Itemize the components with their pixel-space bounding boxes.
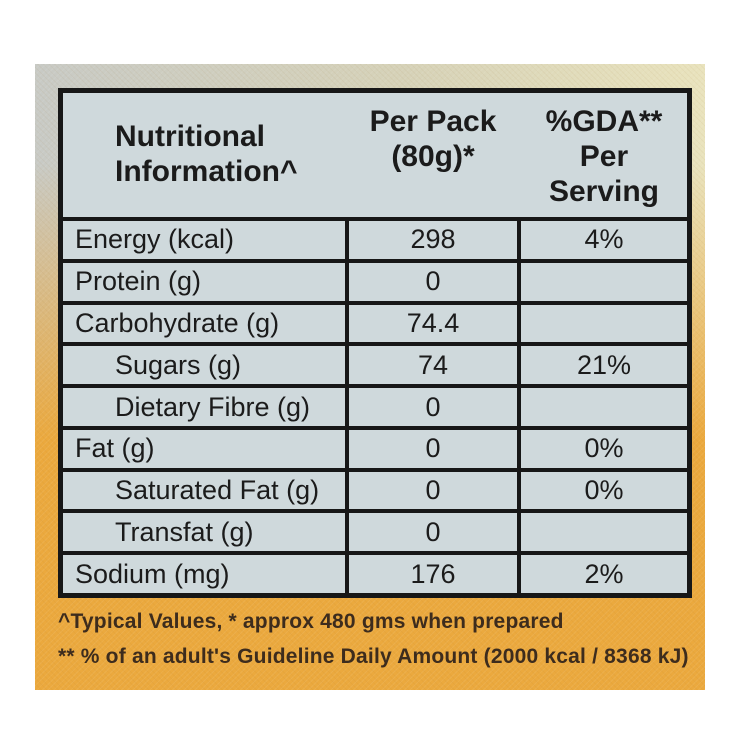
row-value-per-pack: 0 xyxy=(345,425,521,468)
row-label: Carbohydrate (g) xyxy=(63,300,345,343)
table-header-row: Nutritional Information^ Per Pack (80g)*… xyxy=(63,93,687,217)
row-value-per-pack: 298 xyxy=(345,217,521,259)
row-value-per-pack: 74 xyxy=(345,342,521,385)
row-value-gda: 0% xyxy=(521,425,687,468)
row-value-per-pack: 0 xyxy=(345,384,521,426)
table-row-saturated-fat: Saturated Fat (g) 0 0% xyxy=(63,467,687,510)
row-value-gda: 21% xyxy=(521,342,687,385)
table-row-energy: Energy (kcal) 298 4% xyxy=(63,217,687,259)
header-line: Per xyxy=(579,139,629,173)
table-row-fat: Fat (g) 0 0% xyxy=(63,425,687,468)
row-value-per-pack: 0 xyxy=(345,258,521,301)
row-value-gda xyxy=(521,509,687,552)
row-value-gda: 2% xyxy=(521,551,687,594)
row-label: Sodium (mg) xyxy=(63,551,345,594)
nutrition-table: Nutritional Information^ Per Pack (80g)*… xyxy=(58,88,692,598)
row-label: Transfat (g) xyxy=(63,509,345,552)
header-line: (80g)* xyxy=(391,139,475,173)
table-row-dietary-fibre: Dietary Fibre (g) 0 xyxy=(63,384,687,426)
header-line: Per Pack xyxy=(369,105,497,138)
header-line: Serving xyxy=(548,174,660,208)
row-value-per-pack: 0 xyxy=(345,509,521,552)
header-line: Information^ xyxy=(115,155,298,188)
row-value-per-pack: 176 xyxy=(345,551,521,594)
row-label: Dietary Fibre (g) xyxy=(63,384,345,426)
row-value-per-pack: 0 xyxy=(345,467,521,510)
table-row-protein: Protein (g) 0 xyxy=(63,258,687,301)
row-label: Sugars (g) xyxy=(63,342,345,385)
row-value-gda: 4% xyxy=(521,217,687,259)
header-line: Nutritional xyxy=(115,120,265,154)
table-row-transfat: Transfat (g) 0 xyxy=(63,509,687,552)
row-label: Energy (kcal) xyxy=(63,217,345,259)
row-value-per-pack: 74.4 xyxy=(345,300,521,343)
header-per-pack: Per Pack (80g)* xyxy=(345,93,521,217)
row-value-gda: 0% xyxy=(521,467,687,510)
footnote-gda-definition: ** % of an adult's Guideline Daily Amoun… xyxy=(58,645,689,668)
table-row-carbohydrate: Carbohydrate (g) 74.4 xyxy=(63,300,687,343)
header-gda-per-serving: %GDA** Per Serving xyxy=(521,93,687,217)
row-value-gda xyxy=(521,384,687,426)
row-label: Saturated Fat (g) xyxy=(63,467,345,510)
row-value-gda xyxy=(521,258,687,301)
header-nutritional-information: Nutritional Information^ xyxy=(63,93,345,217)
table-row-sugars: Sugars (g) 74 21% xyxy=(63,342,687,385)
table-row-sodium: Sodium (mg) 176 2% xyxy=(63,551,687,594)
header-line: %GDA** xyxy=(545,105,663,138)
package-background: Nutritional Information^ Per Pack (80g)*… xyxy=(35,64,705,690)
row-label: Fat (g) xyxy=(63,425,345,468)
row-value-gda xyxy=(521,300,687,343)
row-label: Protein (g) xyxy=(63,258,345,301)
footnote-typical-values: ^Typical Values, * approx 480 gms when p… xyxy=(58,610,564,633)
footnotes: ^Typical Values, * approx 480 gms when p… xyxy=(58,610,693,680)
